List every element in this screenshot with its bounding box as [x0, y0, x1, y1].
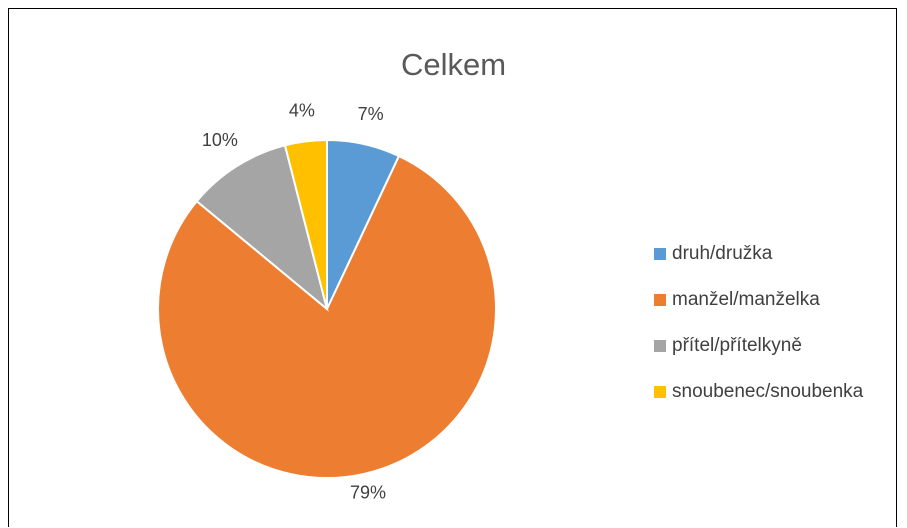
- legend-swatch: [654, 294, 666, 306]
- legend-item: manžel/manželka: [654, 277, 863, 323]
- chart-legend: druh/družka manžel/manželka přítel/přítelk…: [654, 231, 863, 415]
- pie-data-label: 4%: [289, 101, 315, 121]
- chart-frame: Celkem 7% 79% 10% 4% druh/družka manžel/manž…: [8, 8, 897, 527]
- legend-swatch: [654, 340, 666, 352]
- legend-swatch: [654, 386, 666, 398]
- pie-data-label: 10%: [202, 130, 238, 150]
- pie-data-label: 79%: [350, 482, 386, 502]
- legend-label: druh/družka: [672, 243, 772, 265]
- legend-swatch: [654, 248, 666, 260]
- legend-item: druh/družka: [654, 231, 863, 277]
- legend-item: snoubenec/snoubenka: [654, 369, 863, 415]
- legend-label: manžel/manželka: [672, 289, 820, 311]
- legend-label: přítel/přítelkyně: [672, 335, 802, 357]
- pie-data-label: 7%: [358, 104, 384, 124]
- legend-label: snoubenec/snoubenka: [672, 381, 863, 403]
- legend-item: přítel/přítelkyně: [654, 323, 863, 369]
